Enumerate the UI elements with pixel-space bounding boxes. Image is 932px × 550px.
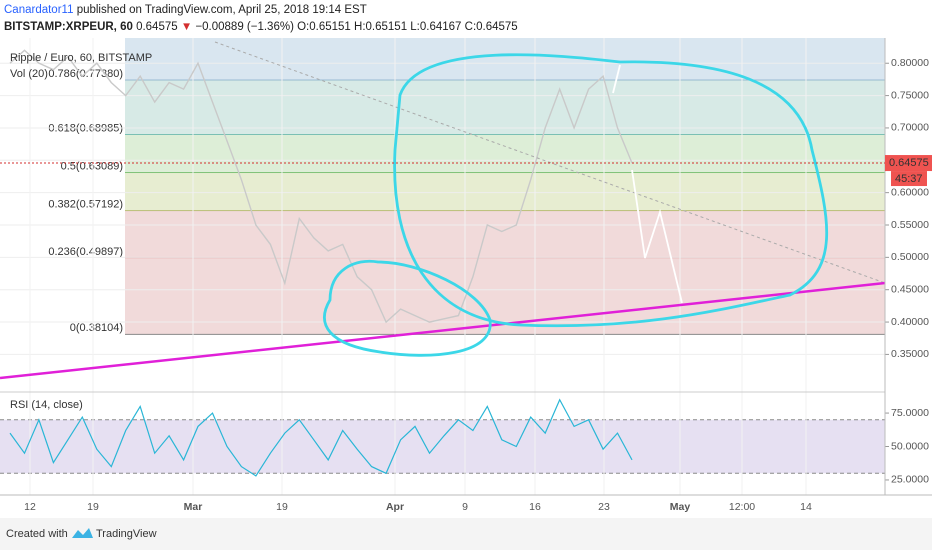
fib-bands: 0.786(0.77380)0.618(0.68985)0.5(0.63089)… — [0, 38, 885, 474]
fib-label: 0.236(0.49897) — [48, 246, 123, 258]
rsi-band — [0, 419, 885, 474]
x-tick-label: 19 — [276, 501, 288, 513]
y-tick-label: 0.60000 — [891, 186, 929, 198]
fib-label: 0.382(0.57192) — [48, 199, 123, 211]
last: 0.64575 — [136, 21, 178, 33]
x-tick-label: 14 — [800, 501, 812, 513]
x-tick-label: Mar — [184, 501, 203, 513]
x-tick-label: 9 — [462, 501, 468, 513]
projection — [612, 64, 621, 94]
footer-bg — [0, 518, 932, 550]
published: published on TradingView.com, April 25, … — [77, 4, 367, 16]
series-line — [9, 49, 633, 324]
rsi-tick-label: 75.0000 — [891, 407, 929, 419]
ohlc: O:0.65151 H:0.65151 L:0.64167 C:0.64575 — [297, 21, 518, 33]
change: −0.00889 (−1.36%) — [195, 21, 294, 33]
symbol-line: BITSTAMP:XRPEUR, 60 0.64575 ▼ −0.00889 (… — [4, 21, 518, 33]
projection — [631, 169, 683, 304]
fib-label: 0.5(0.63089) — [61, 161, 123, 173]
y-tick-label: 0.55000 — [891, 219, 929, 231]
rsi-title: RSI (14, close) — [10, 399, 83, 411]
y-tick-label: 0.35000 — [891, 348, 929, 360]
down-arrow: ▼ — [181, 21, 192, 33]
ellipse-big — [393, 53, 829, 328]
y-tick-label: 0.45000 — [891, 283, 929, 295]
y-tick-label: 0.75000 — [891, 89, 929, 101]
price-box — [885, 155, 932, 172]
trend-dashed — [214, 41, 886, 284]
x-tick-label: 12:00 — [729, 501, 755, 513]
trend-line — [0, 281, 886, 380]
x-tick-label: 16 — [529, 501, 541, 513]
y-tick-label: 0.70000 — [891, 122, 929, 134]
y-tick-label: 0.50000 — [891, 251, 929, 263]
series-title: Ripple / Euro, 60, BITSTAMP — [10, 52, 152, 64]
rsi-tick-label: 25.0000 — [891, 474, 929, 486]
fib-label: 0(0.38104) — [70, 322, 123, 334]
fib-band — [125, 134, 885, 173]
y-tick-label: 0.80000 — [891, 57, 929, 69]
fib-band — [125, 80, 885, 135]
volume-title: Vol (20) — [10, 68, 48, 80]
x-tick-label: 19 — [87, 501, 99, 513]
fib-band — [125, 38, 885, 81]
countdown-box — [891, 171, 927, 187]
price-tag: 0.64575 — [889, 157, 929, 169]
series-line — [9, 398, 633, 477]
fib-band — [125, 210, 885, 259]
logo — [72, 528, 93, 538]
ellipse-small — [323, 259, 492, 357]
plot — [9, 49, 633, 477]
x-tick-label: 23 — [598, 501, 610, 513]
countdown: 45:37 — [895, 173, 923, 185]
y-tick-label: 0.40000 — [891, 316, 929, 328]
rsi-tick-label: 50.0000 — [891, 440, 929, 452]
x-tick-label: May — [670, 501, 691, 513]
publisher[interactable]: Canardator11 — [4, 4, 73, 16]
header: Canardator11 published on TradingView.co… — [4, 4, 367, 16]
x-tick-label: Apr — [386, 501, 404, 513]
footer-brand[interactable]: TradingView — [96, 528, 157, 540]
symbol: BITSTAMP:XRPEUR, 60 — [4, 21, 133, 33]
x-tick-label: 12 — [24, 501, 36, 513]
fib-band — [125, 172, 885, 211]
footer-text: Created with — [6, 528, 68, 540]
